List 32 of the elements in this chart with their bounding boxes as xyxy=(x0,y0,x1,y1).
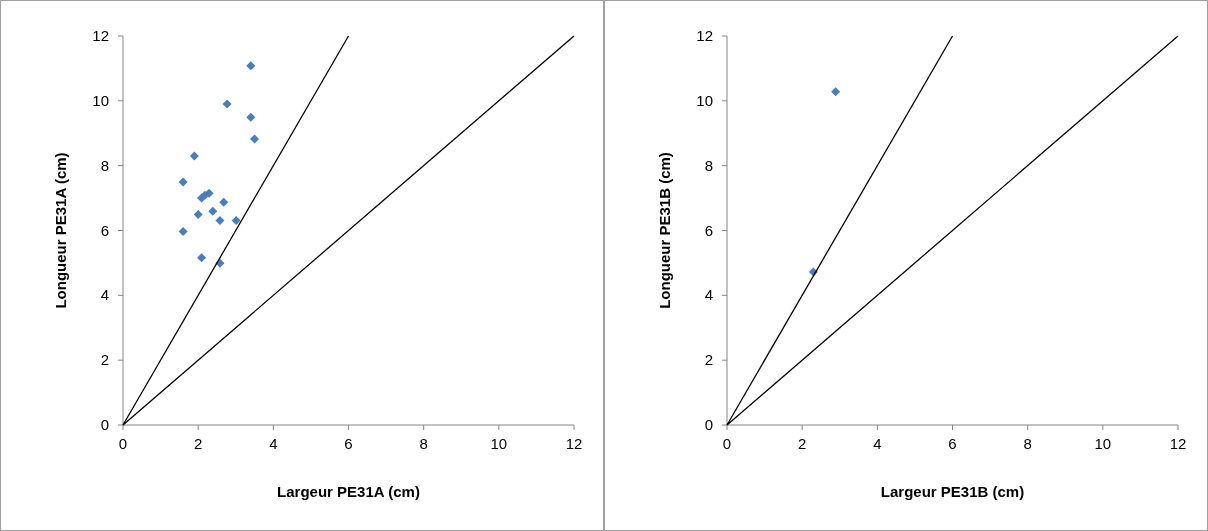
x-tick-label: 12 xyxy=(565,435,583,452)
y-axis-title: Longueur PE31A (cm) xyxy=(52,152,69,309)
x-tick-label: 10 xyxy=(1094,435,1112,452)
x-tick-label: 6 xyxy=(344,435,353,452)
y-tick-label: 0 xyxy=(100,416,109,433)
y-tick-label: 4 xyxy=(100,286,109,304)
y-tick-label: 8 xyxy=(100,156,109,174)
x-tick-label: 0 xyxy=(118,435,128,452)
y-axis-title: Longueur PE31B (cm) xyxy=(656,152,673,309)
y-tick-label: 2 xyxy=(100,351,109,369)
y-tick-label: 2 xyxy=(704,351,713,369)
x-tick-label: 0 xyxy=(722,435,732,452)
y-tick-label: 6 xyxy=(100,221,109,239)
x-tick-label: 10 xyxy=(490,435,508,452)
x-tick-label: 4 xyxy=(873,435,882,452)
y-tick-label: 0 xyxy=(704,416,713,433)
x-tick-label: 8 xyxy=(1023,435,1032,452)
y-tick-label: 4 xyxy=(704,286,713,304)
x-tick-label: 2 xyxy=(797,435,807,452)
x-axis-title: Largeur PE31A (cm) xyxy=(277,483,420,500)
y-tick-label: 8 xyxy=(704,156,713,174)
x-axis-title: Largeur PE31B (cm) xyxy=(880,483,1025,500)
x-tick-label: 12 xyxy=(1169,435,1187,452)
y-tick-label: 12 xyxy=(92,27,109,44)
x-tick-label: 8 xyxy=(419,435,428,452)
y-tick-label: 10 xyxy=(696,91,713,109)
y-tick-label: 10 xyxy=(92,91,109,109)
x-tick-label: 4 xyxy=(269,435,278,452)
x-tick-label: 2 xyxy=(193,435,203,452)
y-tick-label: 6 xyxy=(704,221,713,239)
y-tick-label: 12 xyxy=(696,27,713,44)
x-tick-label: 6 xyxy=(948,435,957,452)
